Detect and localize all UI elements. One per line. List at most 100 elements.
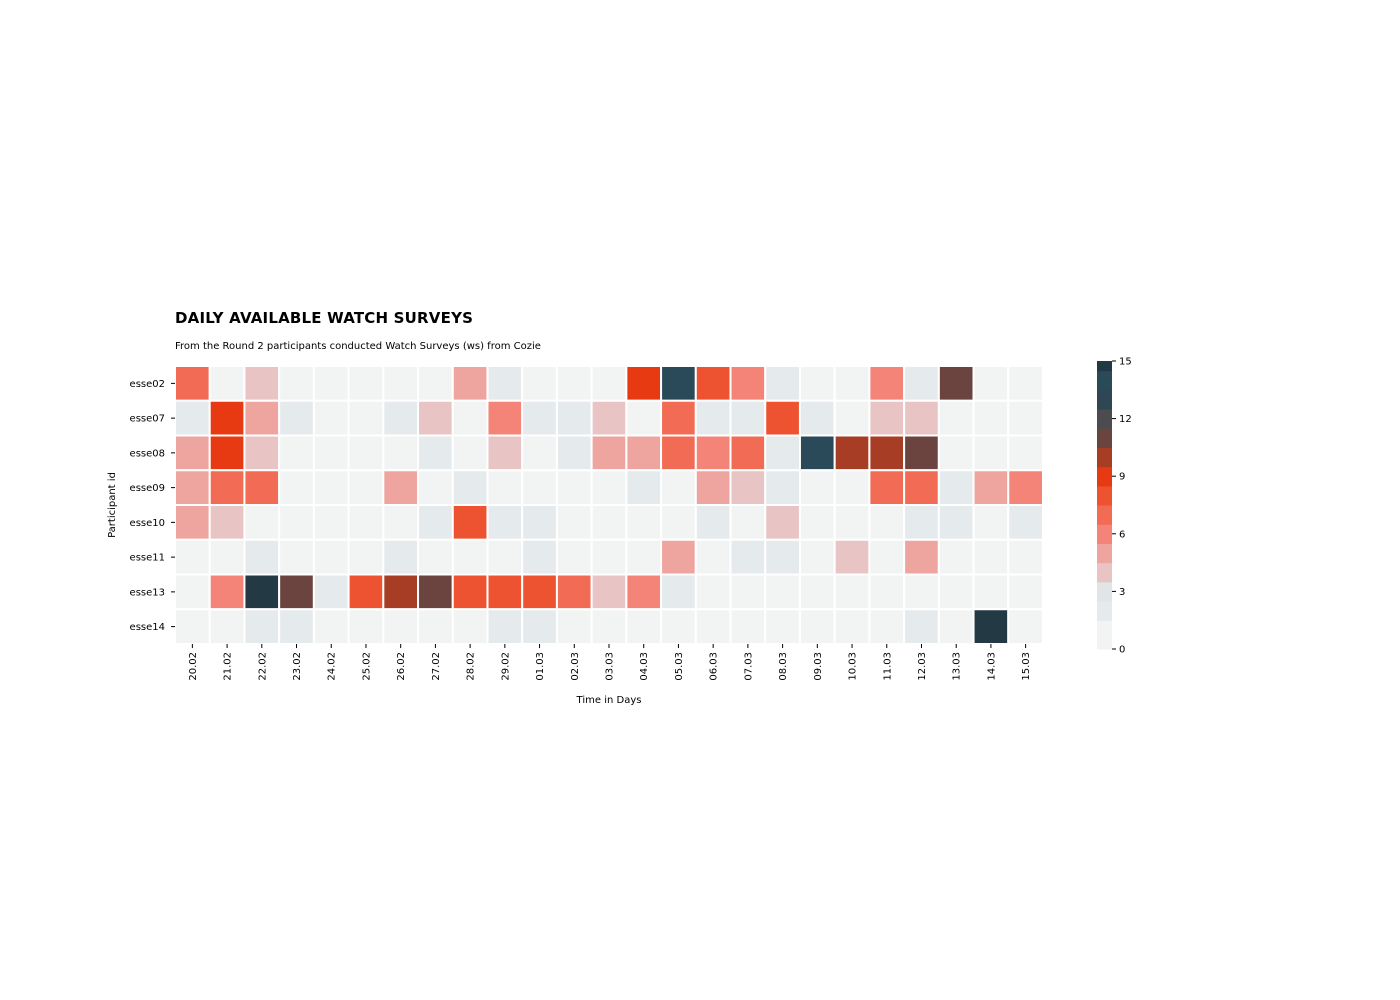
colorbar-segment xyxy=(1097,529,1112,533)
colorbar-segment xyxy=(1097,476,1112,479)
heatmap-cell xyxy=(417,469,454,506)
heatmap-cell xyxy=(660,365,697,402)
colorbar-segment xyxy=(1097,516,1112,520)
heatmap-cell xyxy=(868,469,906,506)
x-tick-label: 24.02 xyxy=(327,652,338,681)
colorbar-segment xyxy=(1097,537,1112,541)
heatmap-cell xyxy=(312,469,350,506)
heatmap-cell xyxy=(868,538,906,576)
heatmap-cell xyxy=(833,573,871,611)
colorbar-segment xyxy=(1097,560,1112,564)
colorbar-segment xyxy=(1097,483,1112,487)
heatmap-cell xyxy=(972,365,1010,402)
colorbar-segment xyxy=(1097,441,1112,445)
colorbar-segment xyxy=(1097,510,1112,514)
colorbar-segment xyxy=(1097,553,1112,556)
heatmap-cell xyxy=(451,434,489,472)
heatmap-cell xyxy=(312,538,350,576)
heatmap-cell xyxy=(347,504,385,541)
colorbar-segment xyxy=(1097,481,1112,485)
colorbar-segment xyxy=(1097,449,1112,452)
heatmap-cell xyxy=(312,573,350,611)
colorbar-segment xyxy=(1097,518,1112,521)
heatmap-cell xyxy=(312,434,350,472)
colorbar-segment xyxy=(1097,410,1112,414)
colorbar-tick-label: 15 xyxy=(1119,357,1132,368)
colorbar-segment xyxy=(1097,418,1112,422)
heatmap-cell xyxy=(208,538,246,576)
heatmap-cell xyxy=(521,573,558,611)
colorbar-segment xyxy=(1097,437,1112,441)
colorbar-segment xyxy=(1097,539,1112,543)
heatmap-cell xyxy=(764,504,801,541)
x-tick-label: 02.03 xyxy=(570,652,581,681)
colorbar-segment xyxy=(1097,466,1112,470)
colorbar-segment xyxy=(1097,514,1112,518)
colorbar-segment xyxy=(1097,382,1112,385)
heatmap-cell xyxy=(555,538,593,576)
x-axis-label: Time in Days xyxy=(576,695,642,706)
heatmap-cell xyxy=(764,573,801,611)
colorbar-segment xyxy=(1097,433,1112,437)
heatmap-cell xyxy=(174,469,211,506)
heatmap-cell xyxy=(278,573,315,611)
heatmap-cells xyxy=(174,365,1045,645)
heatmap-cell xyxy=(764,469,801,506)
colorbar-segment xyxy=(1097,455,1112,458)
heatmap-cell xyxy=(521,365,558,402)
heatmap-cell xyxy=(555,399,593,437)
colorbar-segment xyxy=(1097,551,1112,554)
colorbar-segment xyxy=(1097,577,1112,581)
y-tick-label: esse08 xyxy=(130,448,165,459)
colorbar-segment xyxy=(1097,489,1112,493)
heatmap-cell xyxy=(1007,538,1045,576)
colorbar-segment xyxy=(1097,393,1112,397)
heatmap-cell xyxy=(451,365,489,402)
y-tick-label: esse09 xyxy=(130,483,165,494)
x-tick-label: 03.03 xyxy=(605,652,616,681)
x-tick-label: 23.02 xyxy=(292,652,303,681)
heatmap-cell xyxy=(347,538,385,576)
heatmap-cell xyxy=(174,608,211,645)
colorbar-segment xyxy=(1097,443,1112,447)
heatmap-cell xyxy=(625,365,663,402)
heatmap-cell xyxy=(903,504,940,541)
heatmap-cell xyxy=(312,504,350,541)
heatmap-cell xyxy=(972,538,1010,576)
heatmap-cell xyxy=(694,399,732,437)
x-tick-label: 25.02 xyxy=(361,652,372,681)
colorbar-segment xyxy=(1097,428,1112,431)
colorbar-segment xyxy=(1097,420,1112,424)
colorbar-segment xyxy=(1097,478,1112,481)
heatmap-cell xyxy=(208,469,246,506)
heatmap-cell xyxy=(174,538,211,576)
heatmap-cell xyxy=(590,538,628,576)
colorbar-segment xyxy=(1097,593,1112,596)
heatmap-cell xyxy=(590,399,628,437)
colorbar-segment xyxy=(1097,524,1112,527)
chart-subtitle: From the Round 2 participants conducted … xyxy=(175,341,541,352)
heatmap-cell xyxy=(694,434,732,472)
colorbar-segment xyxy=(1097,480,1112,483)
heatmap-cell xyxy=(764,365,801,402)
colorbar-segment xyxy=(1097,370,1112,374)
colorbar-segment xyxy=(1097,562,1112,566)
colorbar-segment xyxy=(1097,403,1112,406)
heatmap-cell xyxy=(937,469,975,506)
x-tick-label: 26.02 xyxy=(396,652,407,681)
heatmap-cell xyxy=(660,434,697,472)
heatmap-cell xyxy=(798,434,836,472)
heatmap-cell xyxy=(937,365,975,402)
heatmap-cell xyxy=(729,399,767,437)
x-tick-label: 01.03 xyxy=(535,652,546,681)
y-tick-label: esse11 xyxy=(130,553,165,564)
heatmap-cell xyxy=(451,573,489,611)
heatmap-cell xyxy=(417,573,454,611)
colorbar-tick-label: 3 xyxy=(1119,587,1125,598)
heatmap-cell xyxy=(1007,399,1045,437)
colorbar-segment xyxy=(1097,581,1112,585)
colorbar-segment xyxy=(1097,635,1112,639)
colorbar-segment xyxy=(1097,361,1112,364)
colorbar-segment xyxy=(1097,558,1112,562)
heatmap-cell xyxy=(660,608,697,645)
